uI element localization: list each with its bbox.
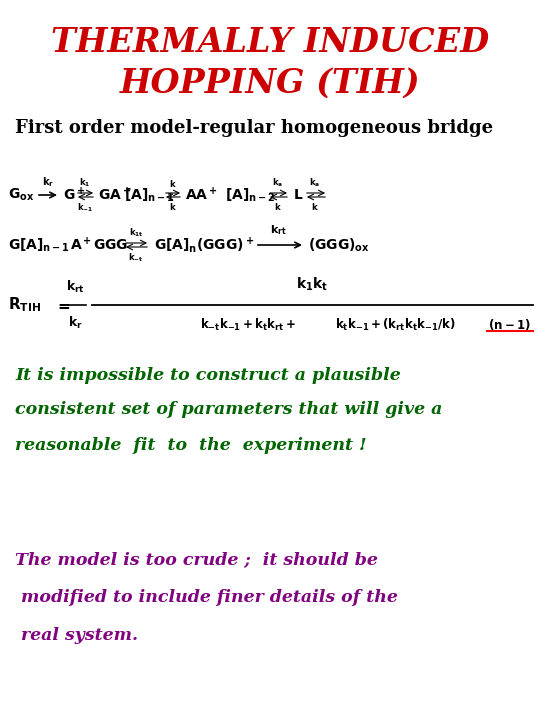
Text: $\mathbf{G[A]_n(GGG)^+}$: $\mathbf{G[A]_n(GGG)^+}$ [154,235,254,255]
Text: $\mathbf{G^+}$: $\mathbf{G^+}$ [63,186,85,204]
Text: $\mathbf{G[A]_{n-1}}$: $\mathbf{G[A]_{n-1}}$ [8,236,70,253]
Text: $\mathbf{k_{-t}}$: $\mathbf{k_{-t}}$ [129,251,144,264]
Text: $\mathbf{k_a}$: $\mathbf{k_a}$ [309,176,321,189]
Text: $\mathbf{[A]_{n-2}}$: $\mathbf{[A]_{n-2}}$ [225,186,275,204]
Text: $\mathbf{k_{rt}}$: $\mathbf{k_{rt}}$ [66,279,84,295]
Text: $\mathbf{[A]_{n-1}}$: $\mathbf{[A]_{n-1}}$ [124,186,174,204]
Text: $\mathbf{=}$: $\mathbf{=}$ [55,298,71,312]
Text: $\mathbf{(n-1)}$: $\mathbf{(n-1)}$ [488,317,531,332]
Text: The model is too crude ;  it should be: The model is too crude ; it should be [15,552,378,569]
Text: $\mathbf{(GGG)_{ox}}$: $\mathbf{(GGG)_{ox}}$ [308,236,370,253]
Text: It is impossible to construct a plausible: It is impossible to construct a plausibl… [15,366,401,384]
Text: $\mathbf{k}$: $\mathbf{k}$ [169,201,177,212]
Text: $\mathbf{k_t k_{-1}+(k_{rt}k_t k_{-1}/k)}$: $\mathbf{k_t k_{-1}+(k_{rt}k_t k_{-1}/k)… [335,317,456,333]
Text: $\mathbf{GA^+}$: $\mathbf{GA^+}$ [98,186,131,204]
Text: $\mathbf{k_1 k_t}$: $\mathbf{k_1 k_t}$ [296,276,328,293]
Text: $\mathbf{k_a}$: $\mathbf{k_a}$ [272,176,284,189]
Text: $\mathbf{k_{-t}k_{-1}+k_t k_{rt}+}$: $\mathbf{k_{-t}k_{-1}+k_t k_{rt}+}$ [200,317,296,333]
Text: First order model-regular homogeneous bridge: First order model-regular homogeneous br… [15,119,493,137]
Text: $\mathbf{k_r}$: $\mathbf{k_r}$ [68,315,83,331]
Text: $\mathbf{k}$: $\mathbf{k}$ [169,178,177,189]
Text: $\mathbf{R_{TIH}}$: $\mathbf{R_{TIH}}$ [8,296,41,315]
Text: $\mathbf{k_{rt}}$: $\mathbf{k_{rt}}$ [269,223,286,237]
Text: $\mathbf{G_{ox}}$: $\mathbf{G_{ox}}$ [8,186,35,203]
Text: $\mathbf{k_{1t}}$: $\mathbf{k_{1t}}$ [129,227,143,239]
Text: $\mathbf{A^+GGG}$: $\mathbf{A^+GGG}$ [70,236,129,253]
Text: consistent set of parameters that will give a: consistent set of parameters that will g… [15,402,442,418]
Text: $\mathbf{L}$: $\mathbf{L}$ [293,188,303,202]
Text: modified to include finer details of the: modified to include finer details of the [15,590,398,606]
Text: $\mathbf{AA^+}$: $\mathbf{AA^+}$ [185,186,218,204]
Text: $\mathbf{k}$: $\mathbf{k}$ [311,201,319,212]
Text: $\mathbf{k_r}$: $\mathbf{k_r}$ [42,175,54,189]
Text: THERMALLY INDUCED: THERMALLY INDUCED [51,25,489,58]
Text: $\mathbf{k}$: $\mathbf{k}$ [274,201,282,212]
Text: HOPPING (TIH): HOPPING (TIH) [120,66,420,99]
Text: reasonable  fit  to  the  experiment !: reasonable fit to the experiment ! [15,436,367,454]
Text: $\mathbf{k_{-1}}$: $\mathbf{k_{-1}}$ [77,201,93,214]
Text: $\mathbf{k_1}$: $\mathbf{k_1}$ [79,176,91,189]
Text: real system.: real system. [15,628,138,644]
